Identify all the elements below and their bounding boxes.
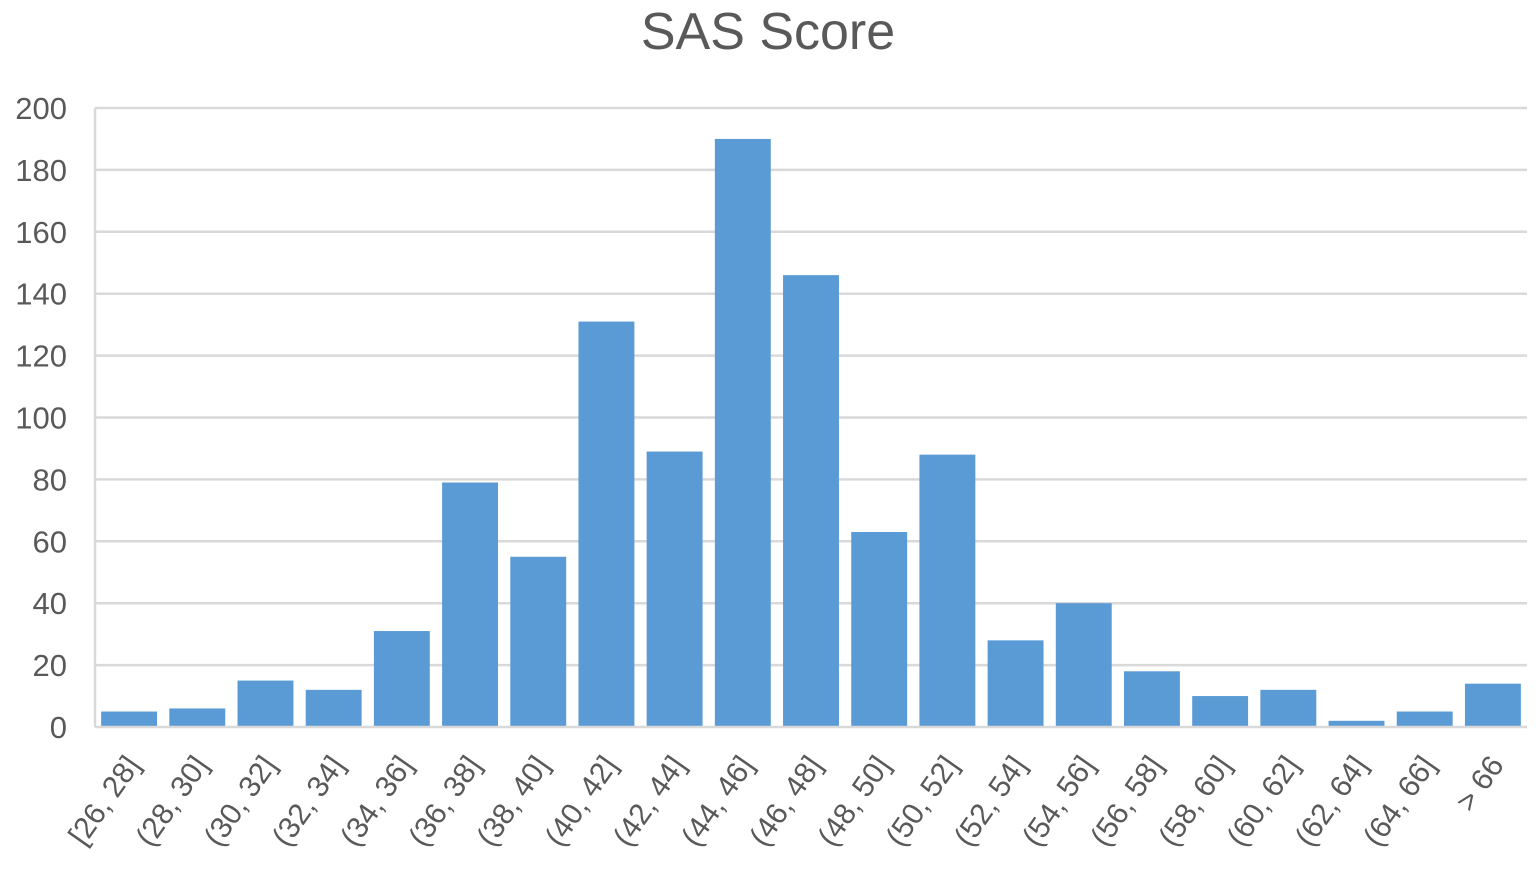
x-tick-label: > 66	[1450, 750, 1511, 817]
y-axis-tick-labels: 0 20 40 60 80 100 120 140 160 180 200	[15, 91, 67, 745]
bar	[1055, 603, 1112, 727]
y-tick-label: 200	[15, 91, 67, 126]
bar	[646, 451, 703, 727]
x-tick-label: (64, 66]	[1357, 750, 1442, 852]
y-tick-label: 40	[33, 586, 67, 621]
x-axis-tick-labels: [26, 28](28, 30](30, 32](32, 34](34, 36]…	[62, 750, 1510, 852]
bar	[1123, 671, 1180, 727]
chart-title: SAS Score	[640, 3, 896, 61]
bar	[851, 532, 908, 727]
y-tick-label: 180	[15, 153, 67, 188]
y-tick-label: 120	[15, 339, 67, 374]
y-tick-label: 60	[33, 524, 67, 559]
y-tick-label: 100	[15, 401, 67, 436]
y-tick-label: 20	[33, 648, 67, 683]
bar	[578, 321, 635, 727]
bar	[237, 680, 294, 727]
bars	[101, 138, 1521, 727]
bar	[1192, 696, 1249, 727]
bar	[101, 711, 158, 727]
bar	[373, 631, 430, 727]
y-tick-label: 80	[33, 462, 67, 497]
bar	[1396, 711, 1453, 727]
y-tick-label: 0	[50, 710, 67, 745]
bar	[442, 482, 499, 727]
bar	[1464, 683, 1521, 727]
bar	[1328, 720, 1385, 727]
bar	[919, 454, 976, 727]
bar	[714, 138, 771, 727]
bar	[783, 275, 839, 727]
bar	[1260, 689, 1317, 727]
bar	[987, 640, 1044, 727]
y-tick-label: 140	[15, 277, 67, 312]
y-tick-label: 160	[15, 215, 67, 250]
bar	[510, 556, 567, 727]
bar	[169, 708, 226, 727]
bar	[305, 689, 362, 727]
